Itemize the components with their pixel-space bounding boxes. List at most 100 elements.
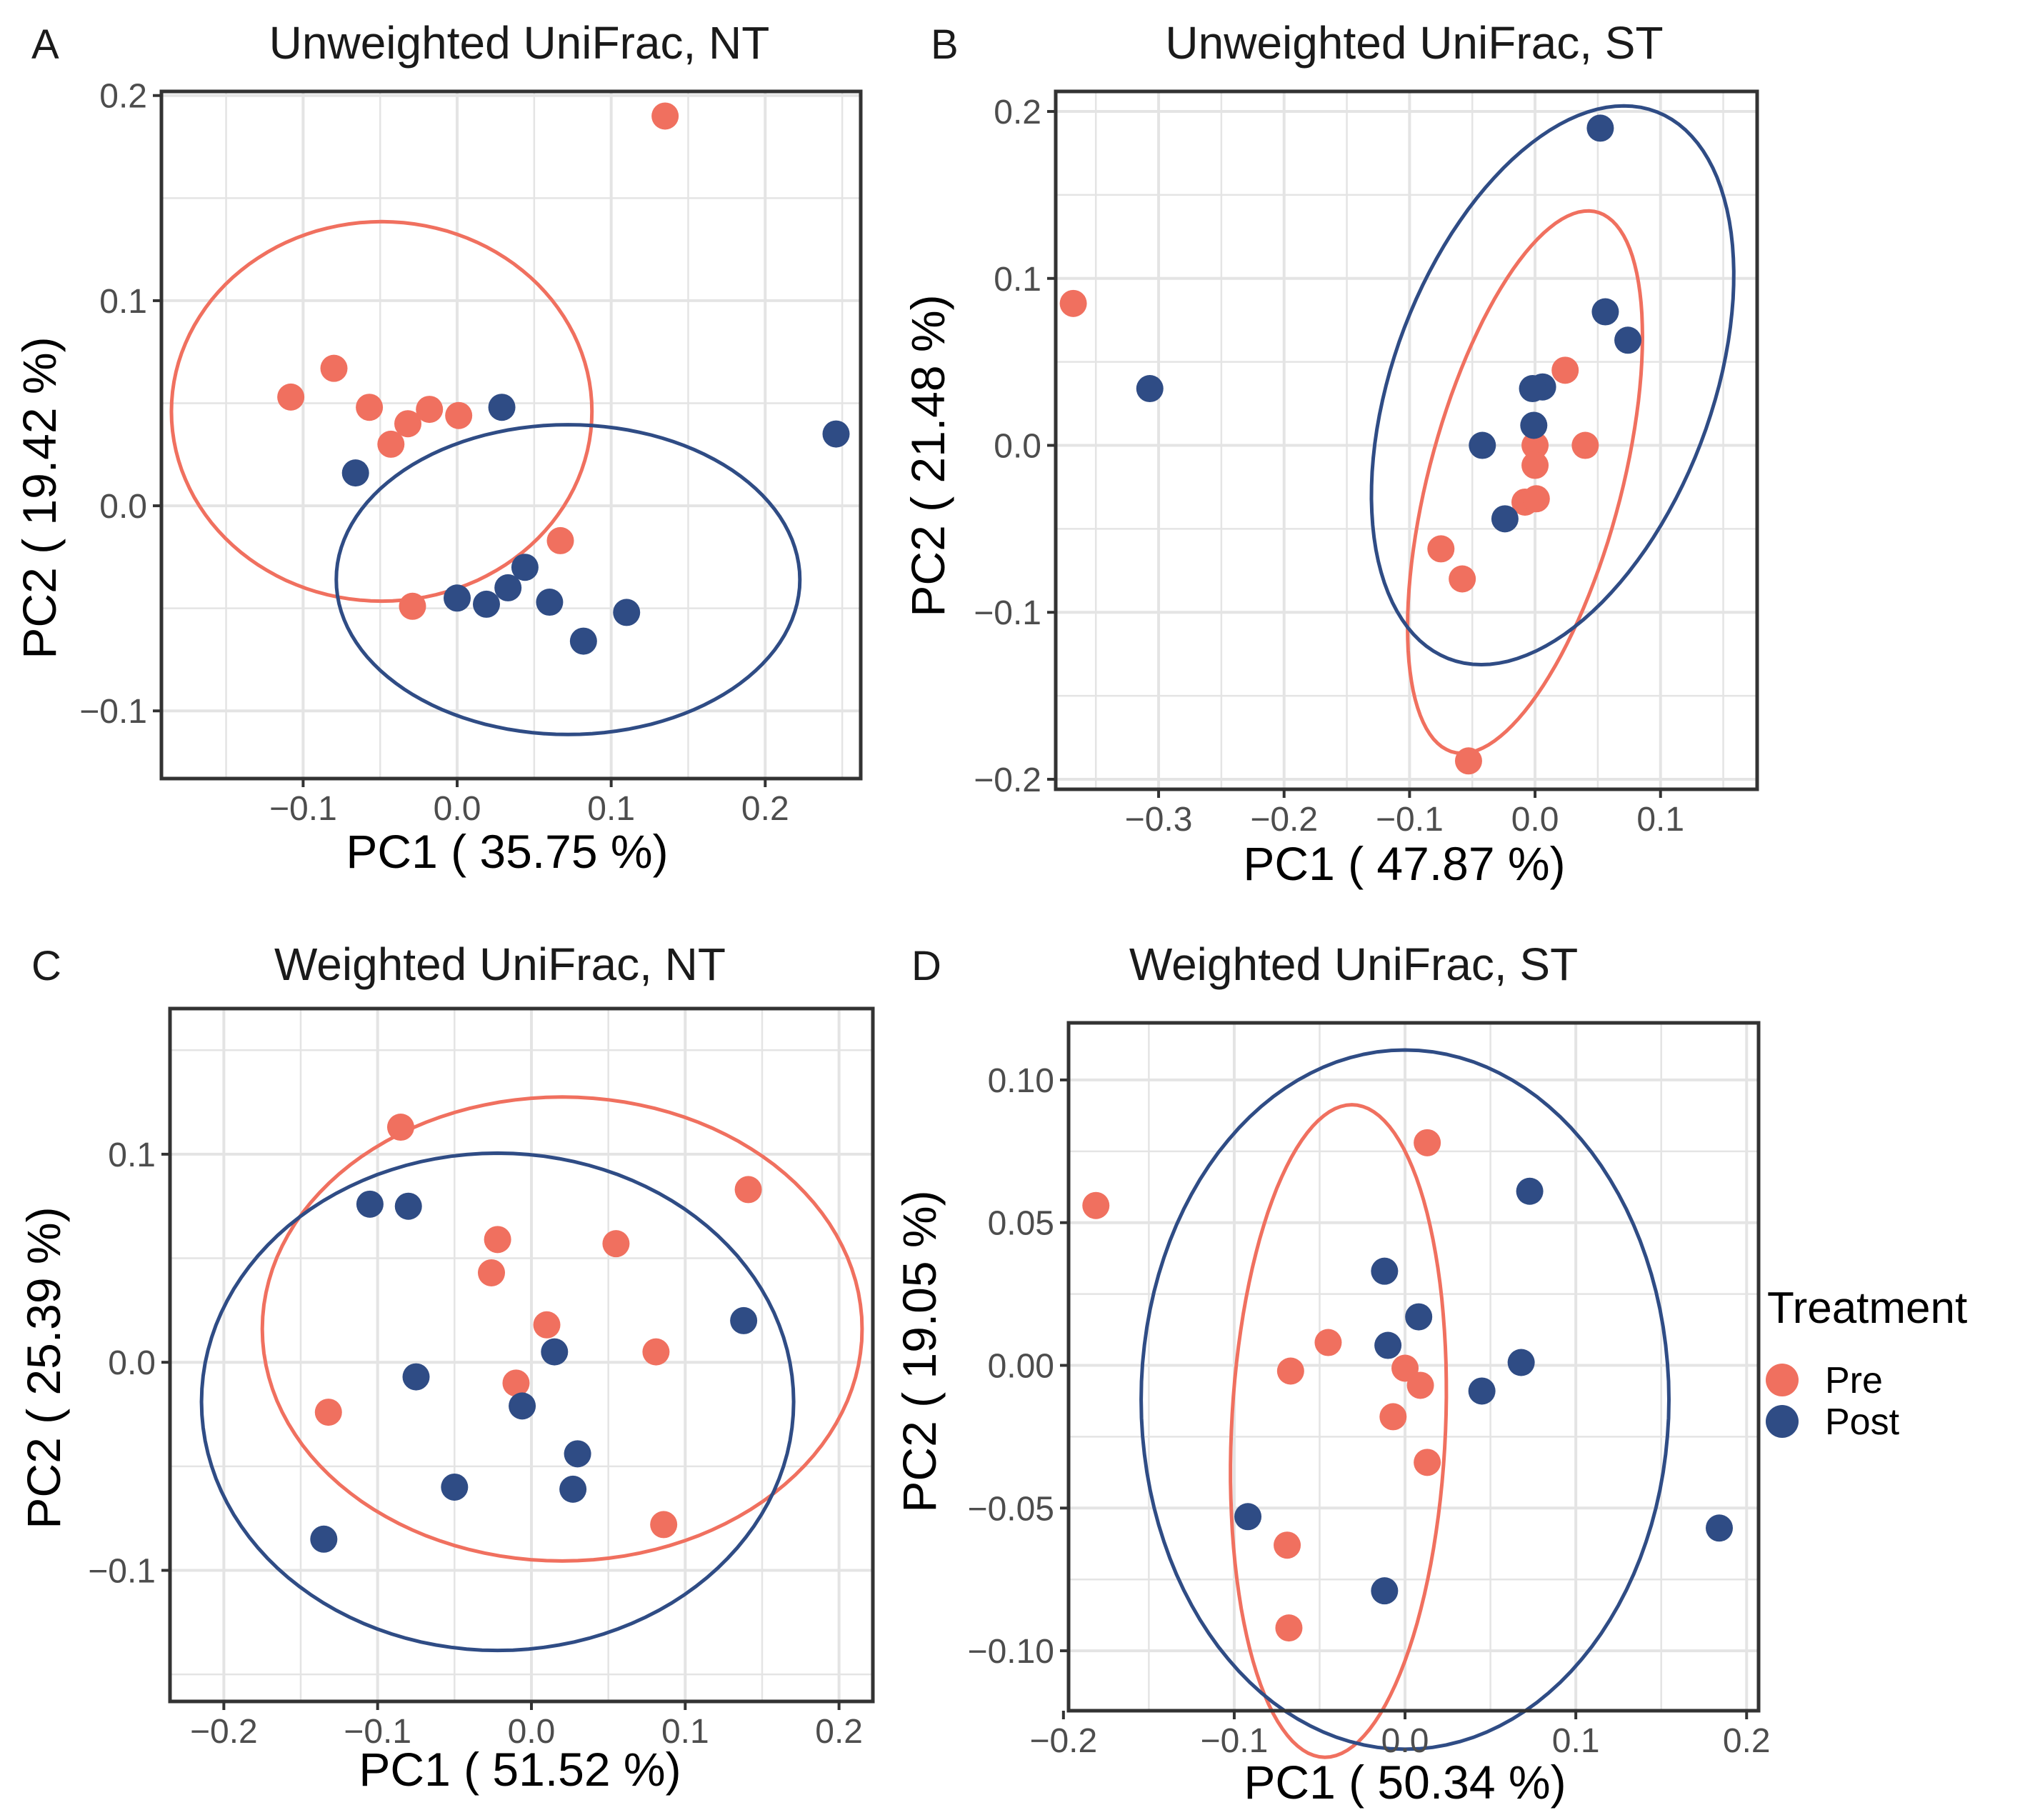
point-pre — [1314, 1329, 1342, 1356]
y-tick-label: 0.1 — [108, 1136, 156, 1174]
legend: Treatment Pre Post — [1766, 1284, 1967, 1443]
y-axis-label: PC2 ( 19.05 %) — [893, 1190, 946, 1512]
point-pre — [1406, 1371, 1434, 1399]
y-tick-label: 0.0 — [99, 488, 147, 526]
point-post — [1136, 375, 1164, 403]
point-pre — [399, 592, 426, 620]
point-post — [1371, 1577, 1399, 1605]
legend-title: Treatment — [1767, 1284, 1967, 1333]
point-post — [356, 1190, 384, 1218]
point-pre — [484, 1226, 511, 1254]
point-pre — [734, 1176, 762, 1204]
x-tick-label: 0.0 — [434, 790, 481, 828]
panel-title: Weighted UniFrac, ST — [1129, 939, 1578, 990]
point-post — [1469, 431, 1496, 459]
panel-title: Weighted UniFrac, NT — [274, 939, 726, 990]
point-post — [509, 1392, 536, 1420]
point-pre — [1082, 1191, 1110, 1219]
panel-letter: A — [31, 21, 59, 68]
point-pre — [1449, 565, 1476, 593]
x-tick-label: 0.0 — [1511, 801, 1559, 839]
point-post — [1614, 326, 1642, 354]
point-pre — [386, 1114, 414, 1141]
point-pre — [1276, 1357, 1304, 1385]
panel-c: C Weighted UniFrac, NT −0.2 −0.1 0.0 0.1 0.2… — [17, 939, 875, 1796]
panel-letter: C — [31, 943, 61, 989]
x-tick-label: −0.1 — [344, 1713, 411, 1751]
legend-key-post — [1766, 1405, 1799, 1438]
x-tick-label: 0.0 — [508, 1713, 556, 1751]
y-tick-label: −0.2 — [974, 761, 1041, 799]
point-post — [1371, 1257, 1399, 1285]
point-pre — [1571, 431, 1599, 459]
x-tick-label: 0.2 — [815, 1713, 863, 1751]
point-post — [730, 1306, 758, 1334]
x-tick-label: −0.1 — [269, 790, 337, 828]
point-post — [1586, 114, 1614, 142]
x-tick-label: 0.1 — [661, 1713, 709, 1751]
point-post — [1520, 411, 1548, 439]
plot-area: −0.1 0.0 0.1 0.2 −0.1 0.0 0.1 0.2 — [79, 78, 863, 828]
point-post — [310, 1525, 338, 1553]
y-tick-label: 0.05 — [988, 1205, 1054, 1243]
x-tick-label: −0.2 — [1250, 801, 1318, 839]
x-tick-label: 0.2 — [741, 790, 789, 828]
point-post — [1374, 1331, 1402, 1359]
point-pre — [1521, 451, 1549, 479]
point-post — [613, 599, 641, 626]
ellipse-post — [199, 1151, 796, 1653]
point-post — [511, 554, 539, 581]
point-pre — [546, 526, 574, 554]
x-axis-label: PC1 ( 35.75 %) — [346, 825, 668, 878]
point-post — [564, 1440, 591, 1468]
point-post — [1519, 375, 1546, 403]
ellipse-pre — [169, 219, 594, 604]
x-tick-label: −0.2 — [190, 1713, 258, 1751]
y-axis-label: PC2 ( 21.48 %) — [901, 294, 954, 616]
x-tick-label: −0.1 — [1376, 801, 1444, 839]
point-post — [1706, 1514, 1734, 1542]
panel-a: A Unweighted UniFrac, NT −0.1 0.0 0.1 0.2−0… — [13, 17, 863, 878]
y-tick-label: 0.1 — [994, 261, 1041, 299]
y-tick-label: 0.0 — [994, 428, 1041, 466]
legend-item-post: Post — [1766, 1401, 1900, 1443]
y-tick-label: 0.1 — [99, 283, 147, 321]
point-pre — [356, 394, 384, 421]
x-tick-label: 0.0 — [1381, 1722, 1429, 1760]
x-tick-label: 0.1 — [1636, 801, 1684, 839]
y-tick-label: 0.00 — [988, 1348, 1054, 1386]
panel-d: D Weighted UniFrac, ST −0.2 −0.1 0.0 0.1 0.2… — [893, 939, 1771, 1809]
point-pre — [445, 401, 473, 429]
point-pre — [642, 1338, 670, 1366]
point-pre — [394, 410, 422, 438]
x-tick-label: −0.1 — [1201, 1722, 1269, 1760]
point-pre — [1454, 747, 1482, 775]
plot-frame — [159, 89, 863, 781]
legend-label-post: Post — [1825, 1401, 1900, 1443]
point-post — [472, 590, 500, 618]
point-pre — [1521, 431, 1549, 459]
point-post — [402, 1363, 430, 1391]
point-pre — [602, 1230, 630, 1258]
point-post — [536, 589, 564, 616]
panel-title: Unweighted UniFrac, NT — [269, 17, 770, 69]
x-tick-label: −0.2 — [1029, 1722, 1097, 1760]
point-post — [494, 574, 522, 601]
point-post — [1234, 1503, 1262, 1531]
x-axis-label: PC1 ( 47.87 %) — [1243, 837, 1565, 890]
point-pre — [277, 383, 305, 411]
ellipse-post — [1369, 104, 1736, 667]
point-post — [441, 1473, 469, 1501]
point-pre — [1551, 356, 1579, 384]
point-post — [1507, 1349, 1535, 1376]
point-pre — [320, 354, 348, 382]
ellipse-pre — [1229, 1103, 1449, 1759]
point-post — [394, 1192, 422, 1220]
point-pre — [651, 102, 679, 130]
y-tick-label: 0.0 — [108, 1344, 156, 1382]
plot-area: −0.3 −0.2 −0.1 0.0 0.1 −0.2 −0.1 0.0 0.1 0.2 — [974, 89, 1759, 839]
point-pre — [1414, 1129, 1441, 1156]
point-post — [488, 394, 516, 421]
point-post — [444, 584, 471, 612]
